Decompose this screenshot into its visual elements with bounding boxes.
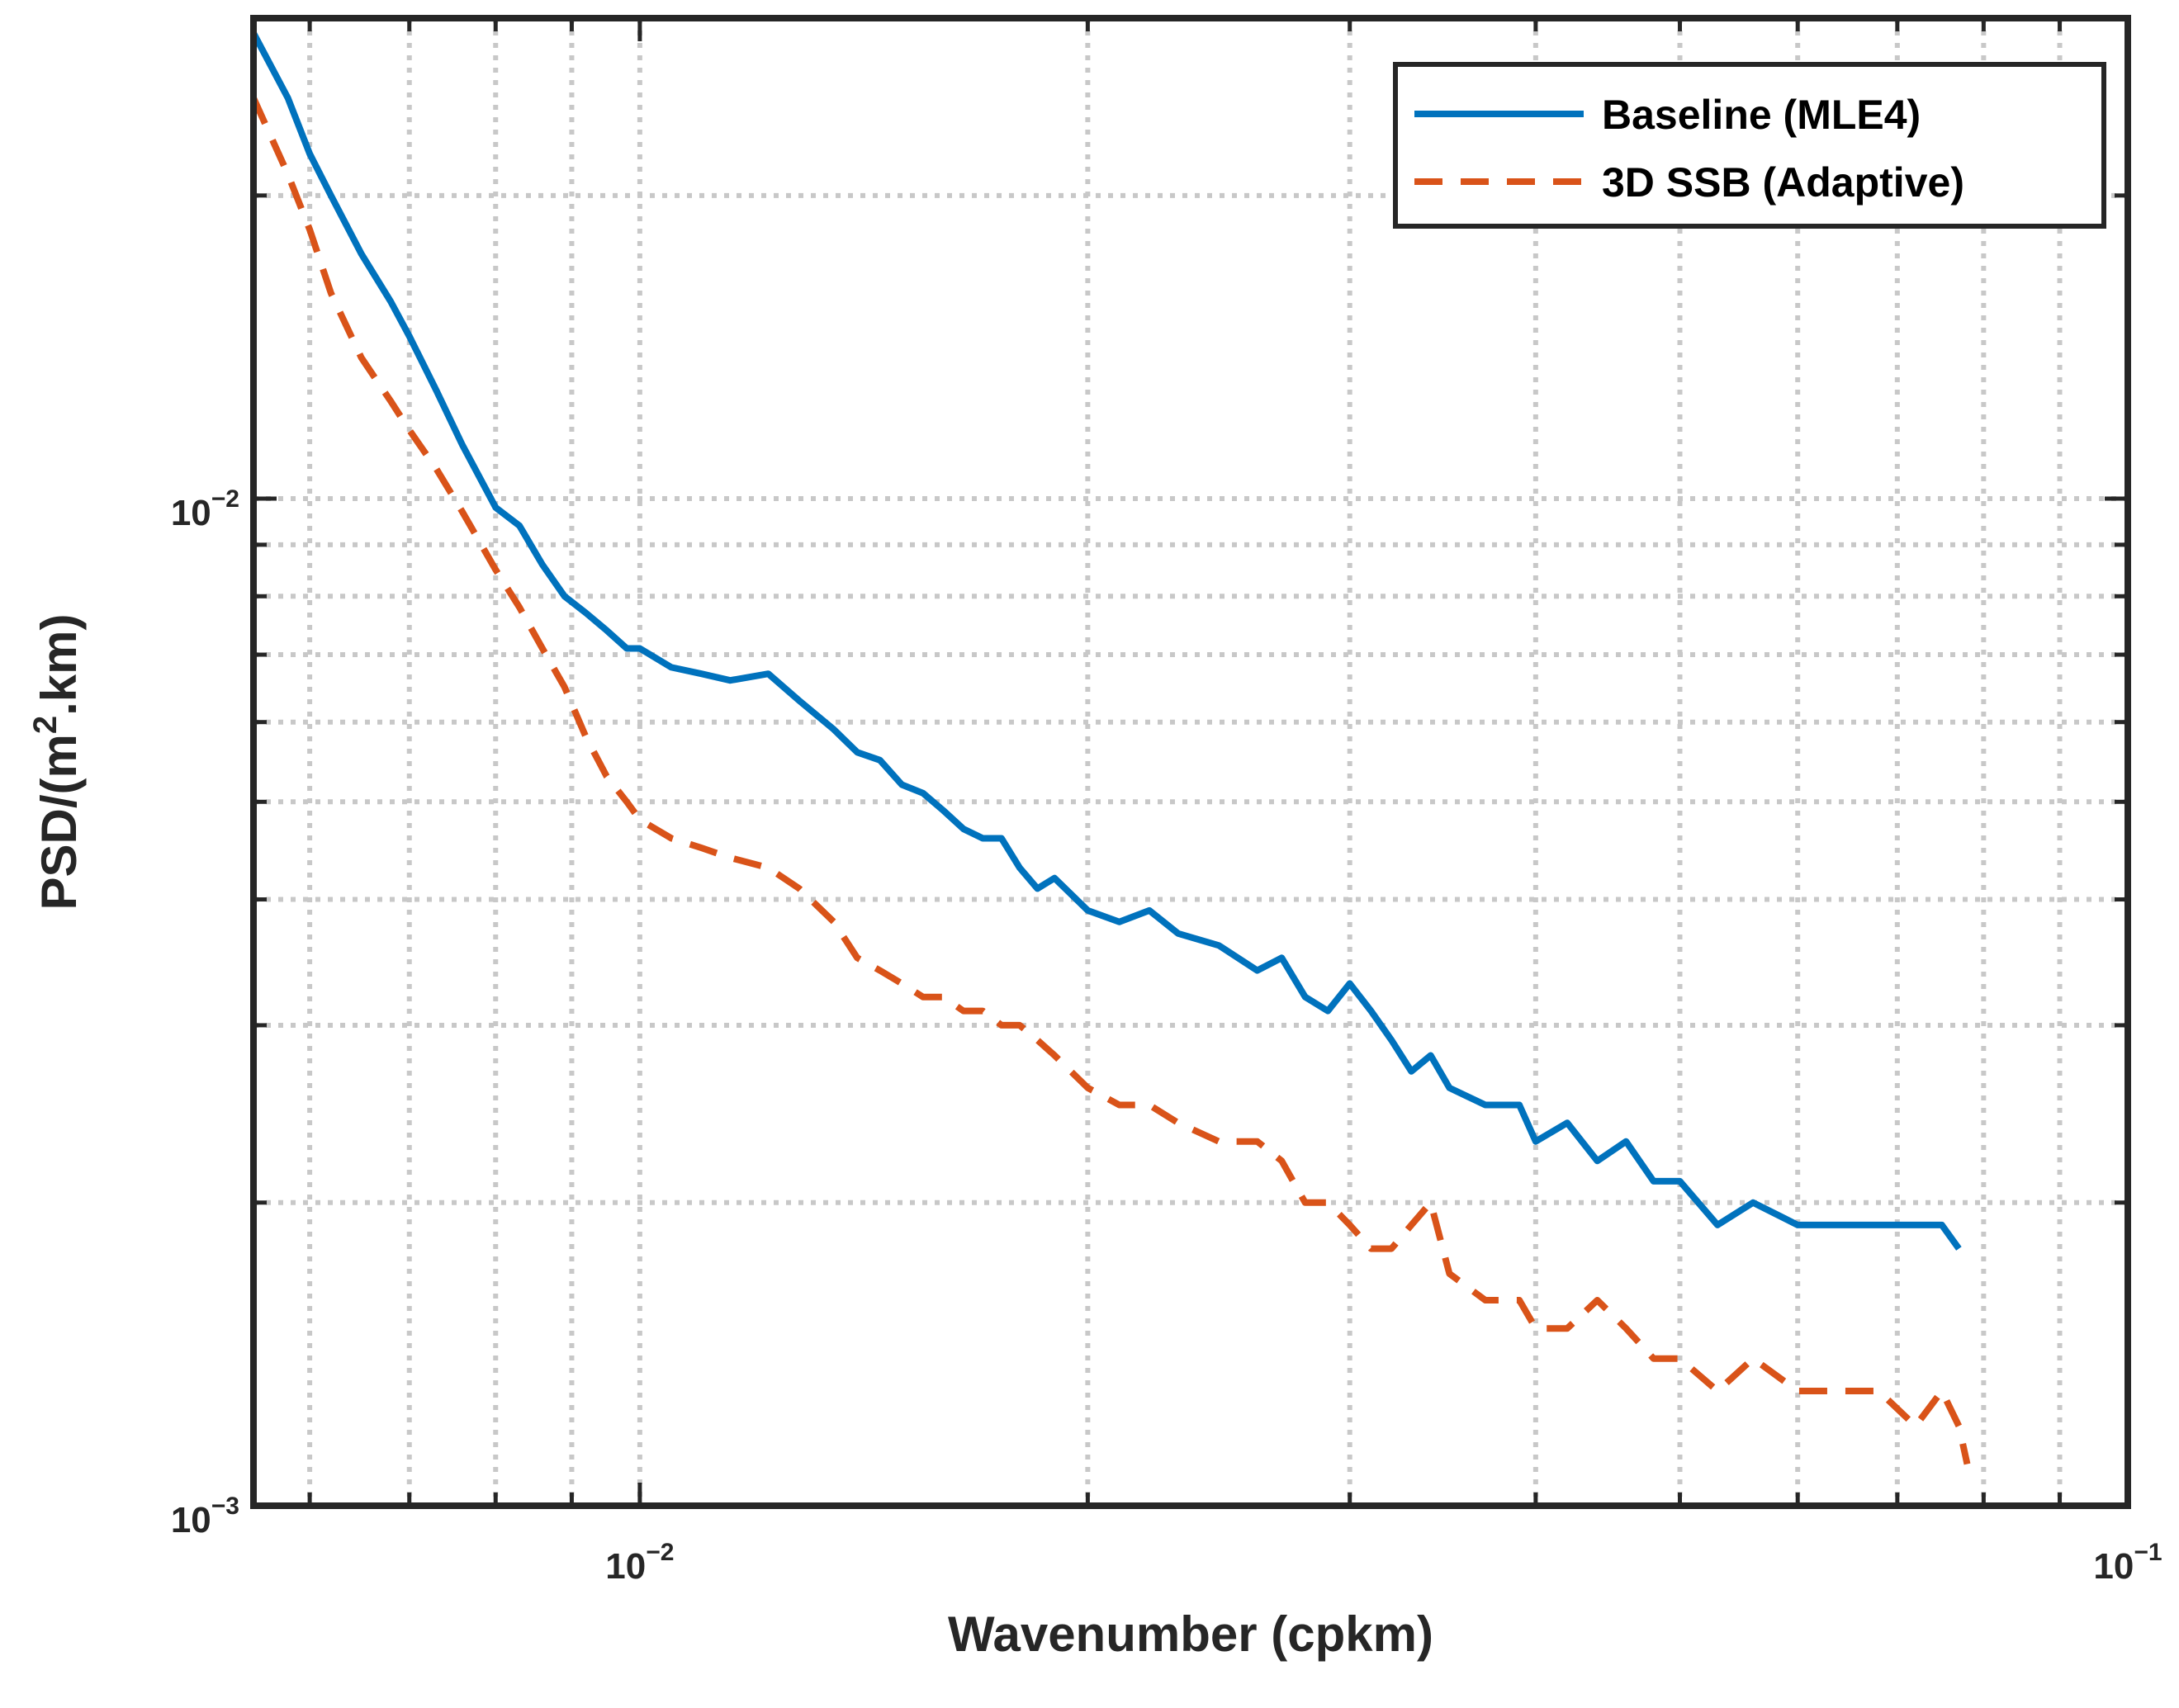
- tick-labels: 10−2 10−1 10−3 10−2: [171, 485, 2162, 1587]
- y-axis-label: PSD/(m2.km): [27, 614, 87, 911]
- axes-box: [250, 15, 2131, 1509]
- grid-lines: [253, 18, 2128, 1506]
- y-tick-label: 10−3: [171, 1493, 239, 1540]
- x-tick-label: 10−1: [2093, 1539, 2162, 1587]
- series-layer: [250, 31, 1971, 1465]
- x-tick-label: 10−2: [605, 1539, 674, 1587]
- legend-label-3d-ssb: 3D SSB (Adaptive): [1602, 159, 1964, 206]
- legend-label-baseline: Baseline (MLE4): [1602, 92, 1921, 138]
- plot-background: [253, 18, 2128, 1506]
- series-line-baseline: [250, 31, 1962, 1251]
- series-line-3d-ssb: [250, 96, 1971, 1465]
- legend: Baseline (MLE4) 3D SSB (Adaptive): [1393, 62, 2106, 229]
- tick-marks: [253, 18, 2128, 1506]
- y-axis-label-superscript: 2: [27, 716, 64, 734]
- axes-frame: [250, 15, 2131, 1509]
- legend-box: [1393, 62, 2106, 229]
- x-axis-label: Wavenumber (cpkm): [948, 1606, 1433, 1662]
- y-tick-label: 10−2: [171, 485, 239, 533]
